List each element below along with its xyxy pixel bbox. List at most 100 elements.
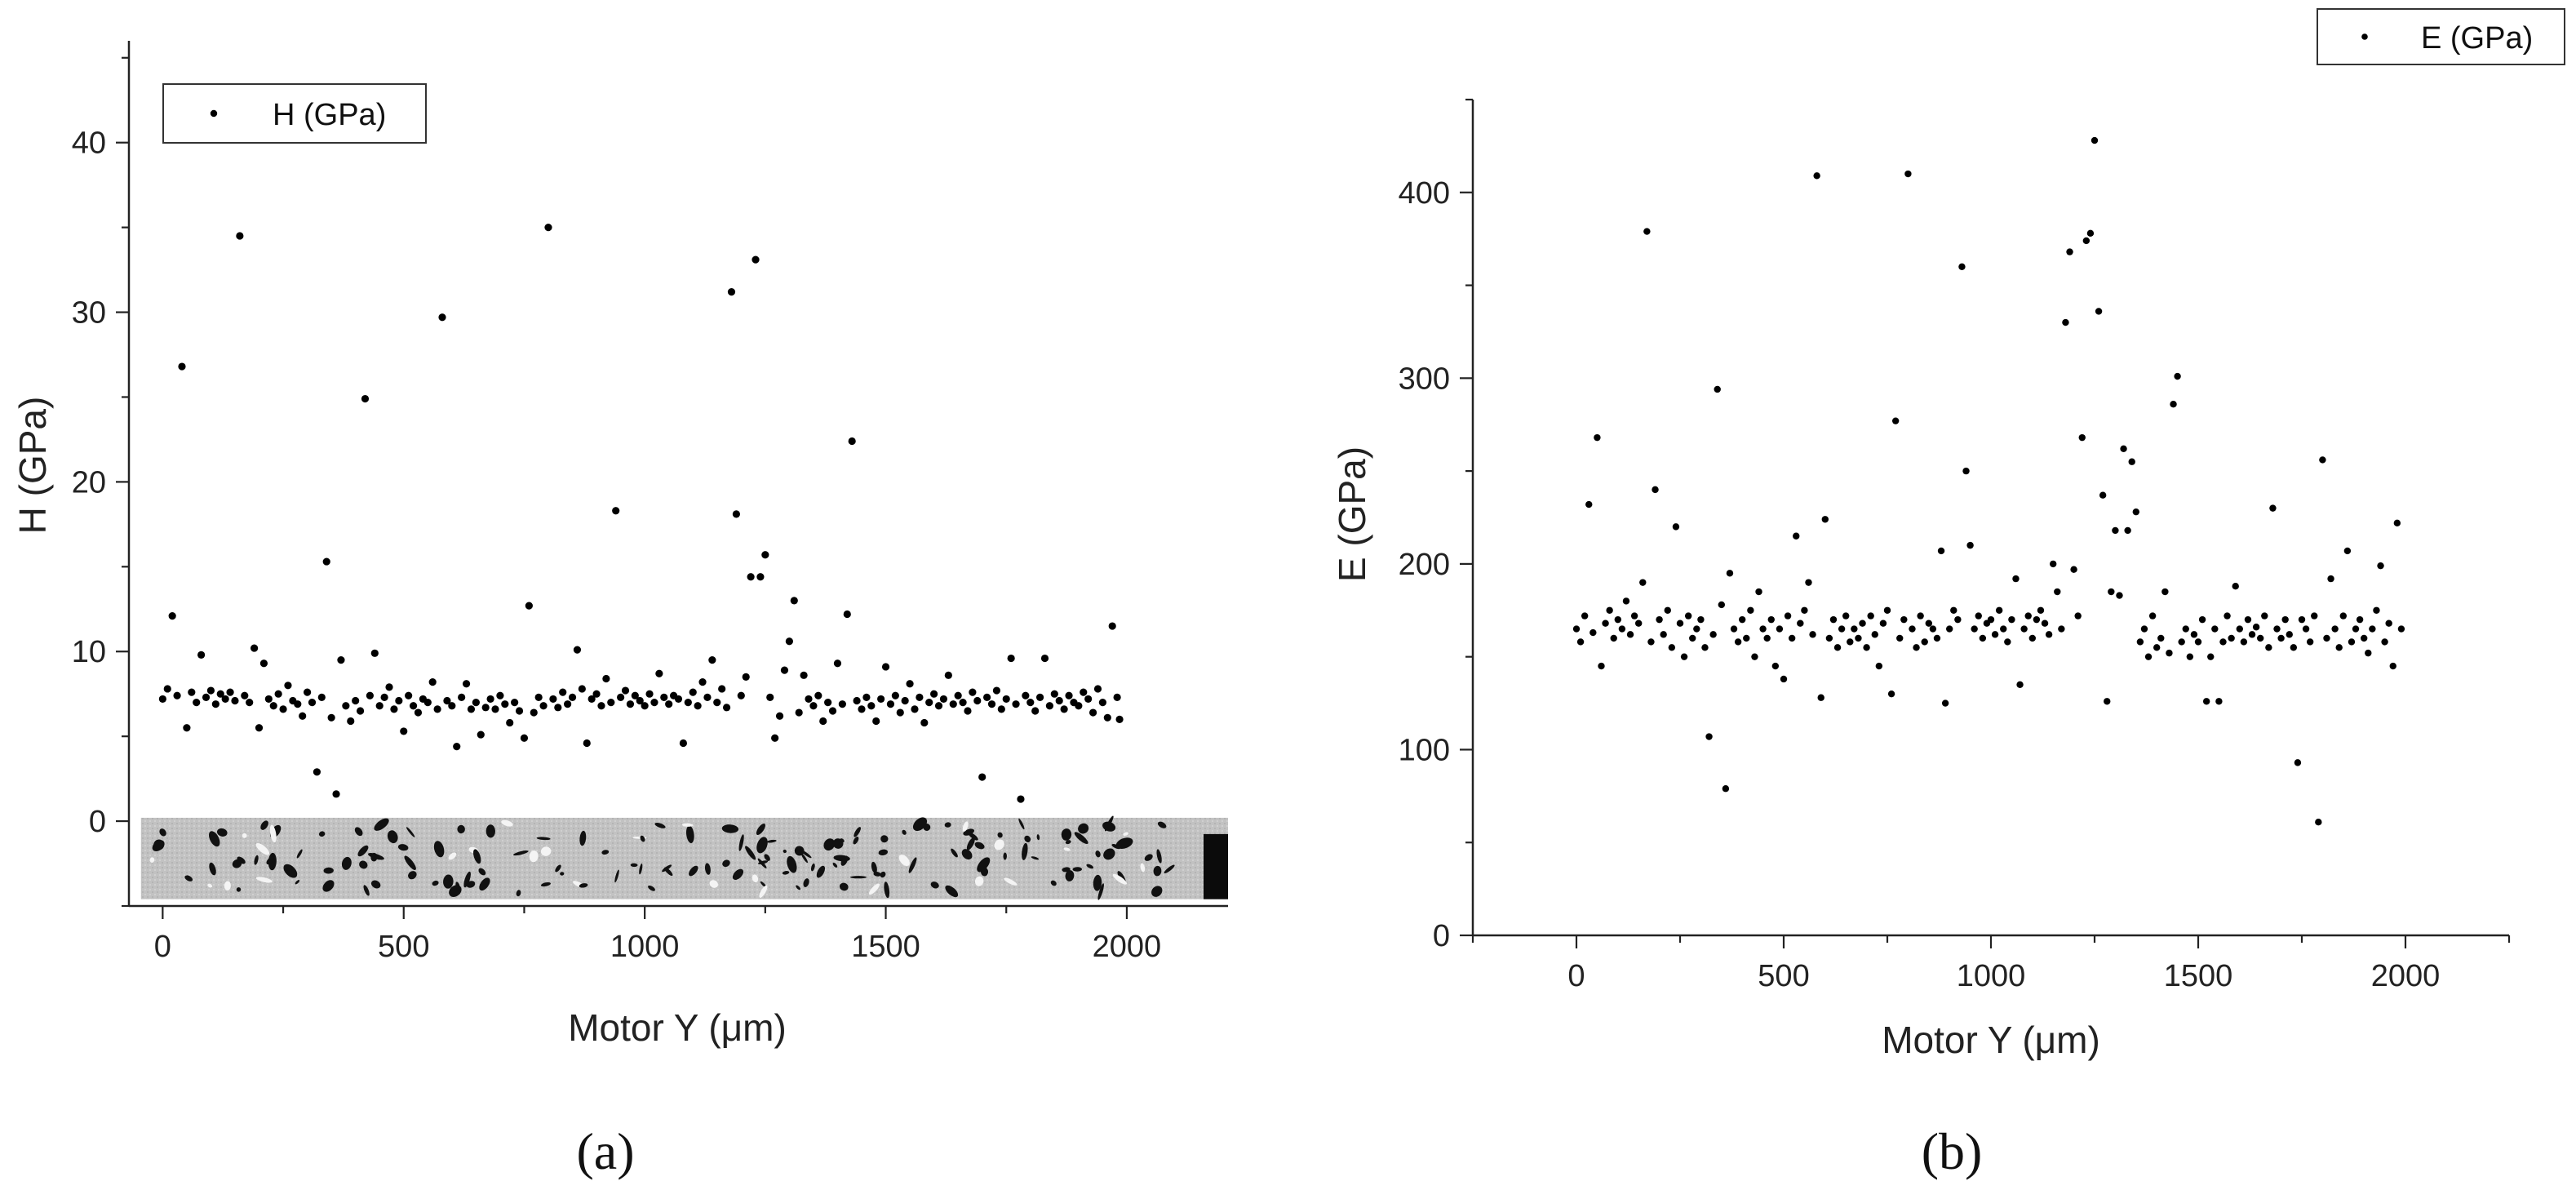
data-point [2269, 504, 2277, 512]
data-point [2066, 248, 2073, 255]
micrograph-grain [1123, 832, 1128, 837]
data-point [872, 717, 880, 726]
data-point [2224, 612, 2231, 619]
micrograph-grain [800, 850, 812, 859]
data-point [1709, 631, 1717, 638]
data-point [2186, 653, 2194, 660]
data-point [2000, 625, 2007, 633]
data-point [2104, 698, 2111, 705]
micrograph-grain [255, 877, 273, 883]
data-point [2008, 615, 2015, 624]
data-point [568, 693, 577, 701]
data-point [1714, 385, 1721, 393]
data-point [650, 698, 658, 707]
data-point [645, 690, 654, 698]
data-point [828, 707, 837, 715]
data-point [833, 659, 842, 668]
micrograph-grain [216, 828, 228, 837]
data-point [1017, 795, 1025, 803]
micrograph-grain [485, 824, 495, 838]
data-point [785, 637, 793, 646]
micrograph-grain [704, 863, 711, 875]
data-point [1829, 615, 1838, 624]
data-point [1863, 644, 1870, 651]
data-point [930, 690, 938, 698]
micrograph-grain [962, 821, 969, 832]
micrograph-grain [1095, 850, 1101, 858]
micrograph-grain [963, 828, 974, 836]
data-point [2361, 634, 2368, 642]
data-point [2381, 638, 2388, 646]
data-point [1113, 693, 1121, 701]
data-point [1900, 615, 1908, 624]
data-point [2202, 698, 2210, 705]
data-point [2116, 592, 2123, 599]
data-point [2070, 566, 2077, 573]
data-point [221, 695, 229, 704]
data-point [163, 685, 171, 693]
data-point [987, 700, 996, 708]
micrograph-grain [840, 838, 845, 843]
micrograph-grain [974, 842, 985, 850]
micrograph-grain [370, 880, 381, 889]
micrograph-grain [555, 864, 561, 873]
data-point [1652, 486, 1659, 494]
micrograph-grain [1164, 864, 1175, 874]
y-tick-label: 0 [1433, 919, 1450, 953]
micrograph-grain [540, 881, 551, 887]
data-point [544, 224, 552, 232]
data-point [1664, 606, 1671, 614]
data-point [1813, 172, 1820, 180]
micrograph-grain [630, 863, 638, 868]
micrograph-grain [283, 864, 298, 878]
data-point [1747, 606, 1754, 614]
micrograph-grain [884, 881, 890, 899]
micrograph-grain [721, 824, 739, 833]
data-point [858, 705, 866, 713]
micrograph-grain [207, 883, 213, 888]
data-point [1891, 417, 1900, 424]
modulus-scatter-series [1572, 136, 2405, 826]
data-point [1002, 695, 1010, 704]
data-point [380, 693, 388, 701]
micrograph-grain [944, 822, 951, 828]
data-point [2024, 612, 2032, 619]
data-point [2290, 644, 2298, 651]
micrograph-grain [1093, 878, 1102, 888]
x-tick-label: 0 [154, 930, 171, 964]
x-axis-title: Motor Y (μm) [568, 1006, 787, 1049]
data-point [2261, 612, 2268, 619]
micrograph-grain [974, 876, 984, 886]
micrograph-grain [433, 841, 445, 858]
data-point [631, 691, 639, 699]
data-point [1887, 690, 1895, 698]
data-point [2148, 612, 2157, 619]
data-point [515, 707, 524, 715]
data-point [322, 557, 330, 566]
x-tick-label: 1000 [610, 930, 680, 964]
data-point [2112, 526, 2119, 535]
micrograph-grain [1140, 863, 1146, 873]
data-point [2050, 560, 2057, 568]
micrograph-grain [880, 835, 889, 843]
data-point [2086, 229, 2095, 238]
micrograph-grain [849, 876, 867, 879]
data-point [2298, 615, 2306, 624]
data-point [732, 510, 740, 518]
data-point [197, 651, 206, 659]
micrograph-grain [242, 833, 247, 838]
data-point [342, 702, 350, 710]
data-point [2393, 519, 2401, 527]
micrograph-grain [832, 862, 838, 868]
micrograph-grain [839, 882, 849, 891]
data-point [1065, 691, 1073, 699]
data-point [886, 700, 895, 708]
data-point [737, 691, 745, 699]
data-point [2054, 588, 2061, 596]
data-point [2020, 625, 2028, 633]
data-point [525, 602, 533, 610]
data-point [395, 696, 403, 705]
data-point [2302, 625, 2310, 633]
micrograph-grain [689, 865, 698, 877]
micrograph-grain [1018, 818, 1025, 830]
